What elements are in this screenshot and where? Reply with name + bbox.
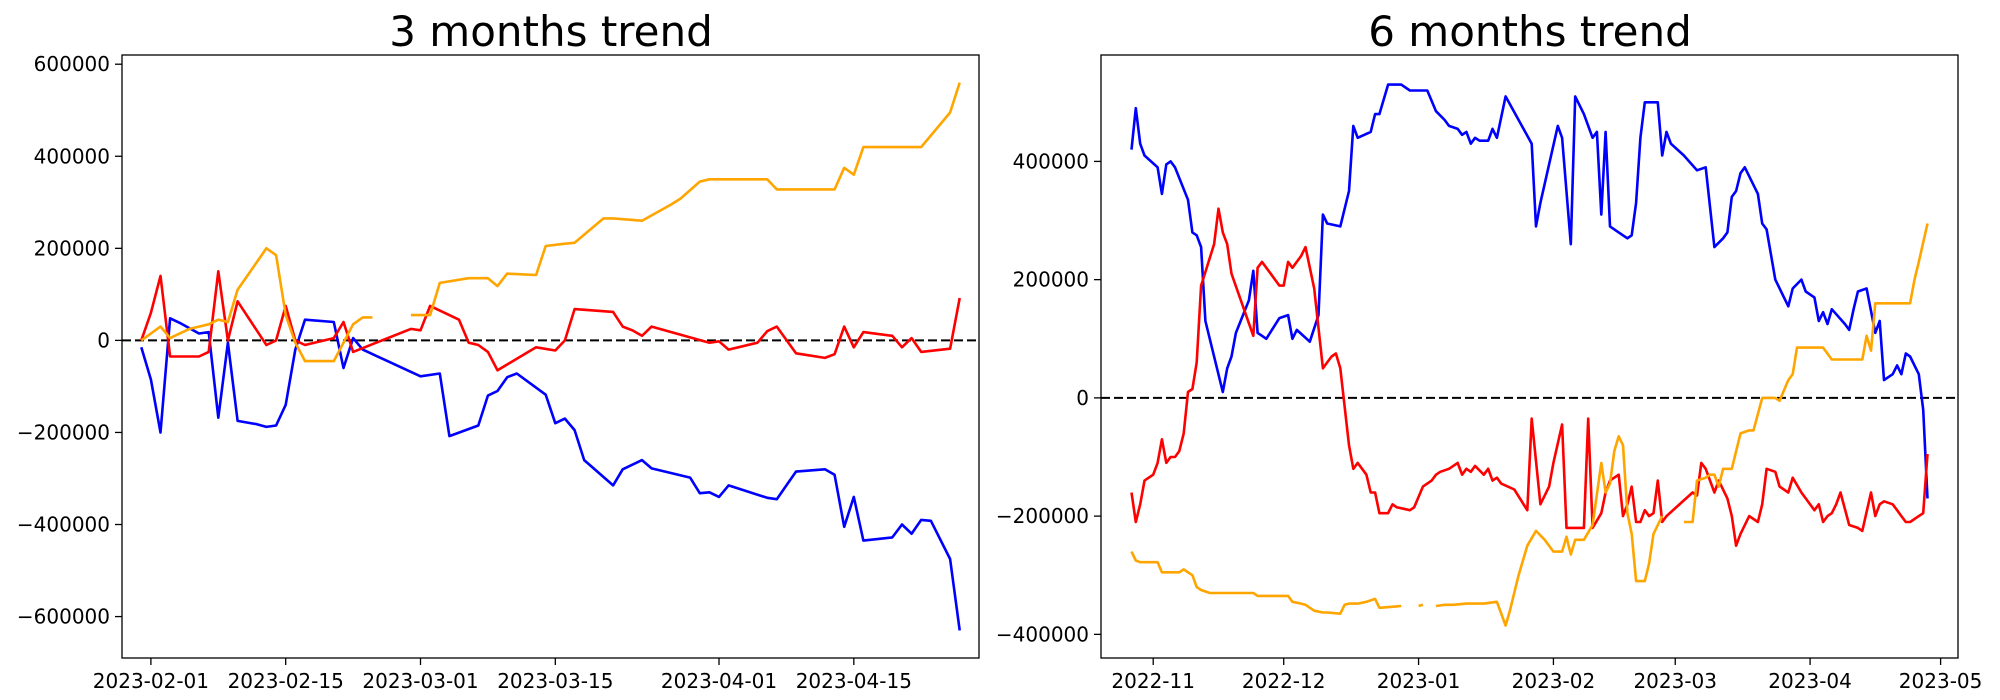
x-tick-label: 2023-04 xyxy=(1768,669,1852,693)
series-line-1 xyxy=(140,270,961,372)
x-tick-label: 2022-12 xyxy=(1242,669,1326,693)
y-tick-label: −200000 xyxy=(996,504,1089,528)
x-tick-label: 2023-04-01 xyxy=(661,669,777,693)
chart-title: 6 months trend xyxy=(1368,7,1692,56)
y-tick-label: −400000 xyxy=(996,622,1089,646)
x-tick-label: 2023-04-15 xyxy=(796,669,912,693)
x-tick-label: 2023-02 xyxy=(1512,669,1596,693)
y-tick-label: −400000 xyxy=(17,513,110,537)
chart-title: 3 months trend xyxy=(389,7,713,56)
y-tick-label: 0 xyxy=(1076,386,1089,410)
y-tick-label: 0 xyxy=(97,328,110,352)
x-tick-label: 2023-03-15 xyxy=(497,669,613,693)
plot-frame xyxy=(121,54,980,659)
x-tick-label: 2023-03-01 xyxy=(362,669,478,693)
y-tick-label: 200000 xyxy=(34,236,110,260)
x-tick-label: 2023-02-15 xyxy=(228,669,344,693)
x-tick-label: 2023-02-01 xyxy=(93,669,209,693)
x-tick-label: 2023-01 xyxy=(1377,669,1461,693)
series-line-0 xyxy=(140,317,961,631)
y-tick-label: −600000 xyxy=(17,605,110,629)
chart-6-months-trend: 6 months trend 2022-11 2022-12 2023-01 2023… xyxy=(996,7,1982,693)
series-line-1 xyxy=(1130,207,1929,547)
chart-3-months-trend: 3 months trend 2023-02-01 2023-02-15 2023-… xyxy=(17,7,980,693)
y-tick-label: 400000 xyxy=(34,144,110,168)
x-tick-label: 2022-11 xyxy=(1111,669,1195,693)
y-tick-label: −200000 xyxy=(17,420,110,444)
series-line-2 xyxy=(140,82,961,363)
x-tick-label: 2023-03 xyxy=(1633,669,1717,693)
y-tick-label: 200000 xyxy=(1013,268,1089,292)
series-line-2 xyxy=(1130,223,1929,627)
y-tick-label: 600000 xyxy=(34,52,110,76)
series-line-0 xyxy=(1130,83,1929,499)
plot-frame xyxy=(1100,54,1959,659)
y-tick-label: 400000 xyxy=(1013,149,1089,173)
x-tick-label: 2023-05 xyxy=(1899,669,1983,693)
